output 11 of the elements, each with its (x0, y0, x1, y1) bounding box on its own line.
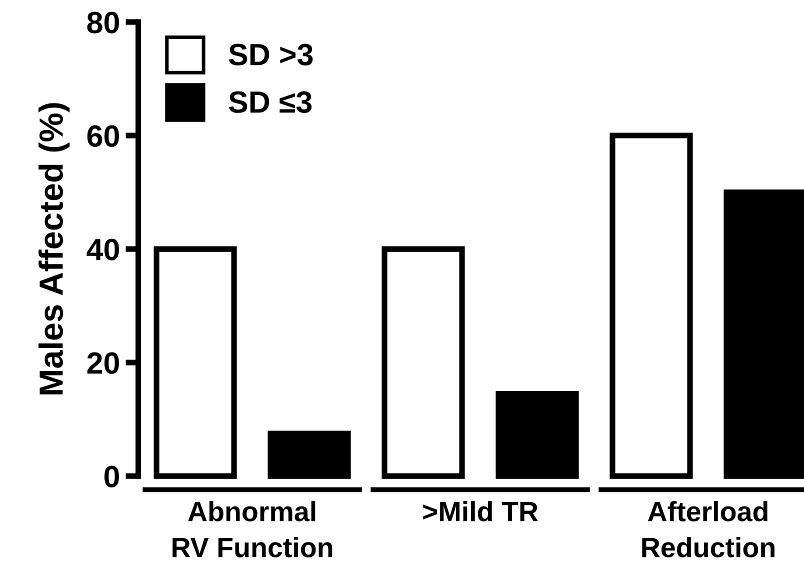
y-tick-label: 0 (104, 466, 119, 488)
y-tick-label: 40 (86, 238, 119, 260)
legend-label: SD ≤3 (228, 91, 312, 113)
x-tick-label: Abnormal RV Function (172, 501, 332, 558)
y-tick-label: 60 (87, 125, 119, 147)
x-tick-label: Afterload Reduction (642, 501, 774, 558)
y-axis-title: Males Affected (%) (38, 103, 70, 394)
y-tick-label: 80 (87, 12, 119, 34)
x-tick-label: >Mild TR (423, 501, 538, 522)
y-tick-label: 20 (87, 352, 119, 374)
legend-label: SD >3 (228, 44, 313, 66)
